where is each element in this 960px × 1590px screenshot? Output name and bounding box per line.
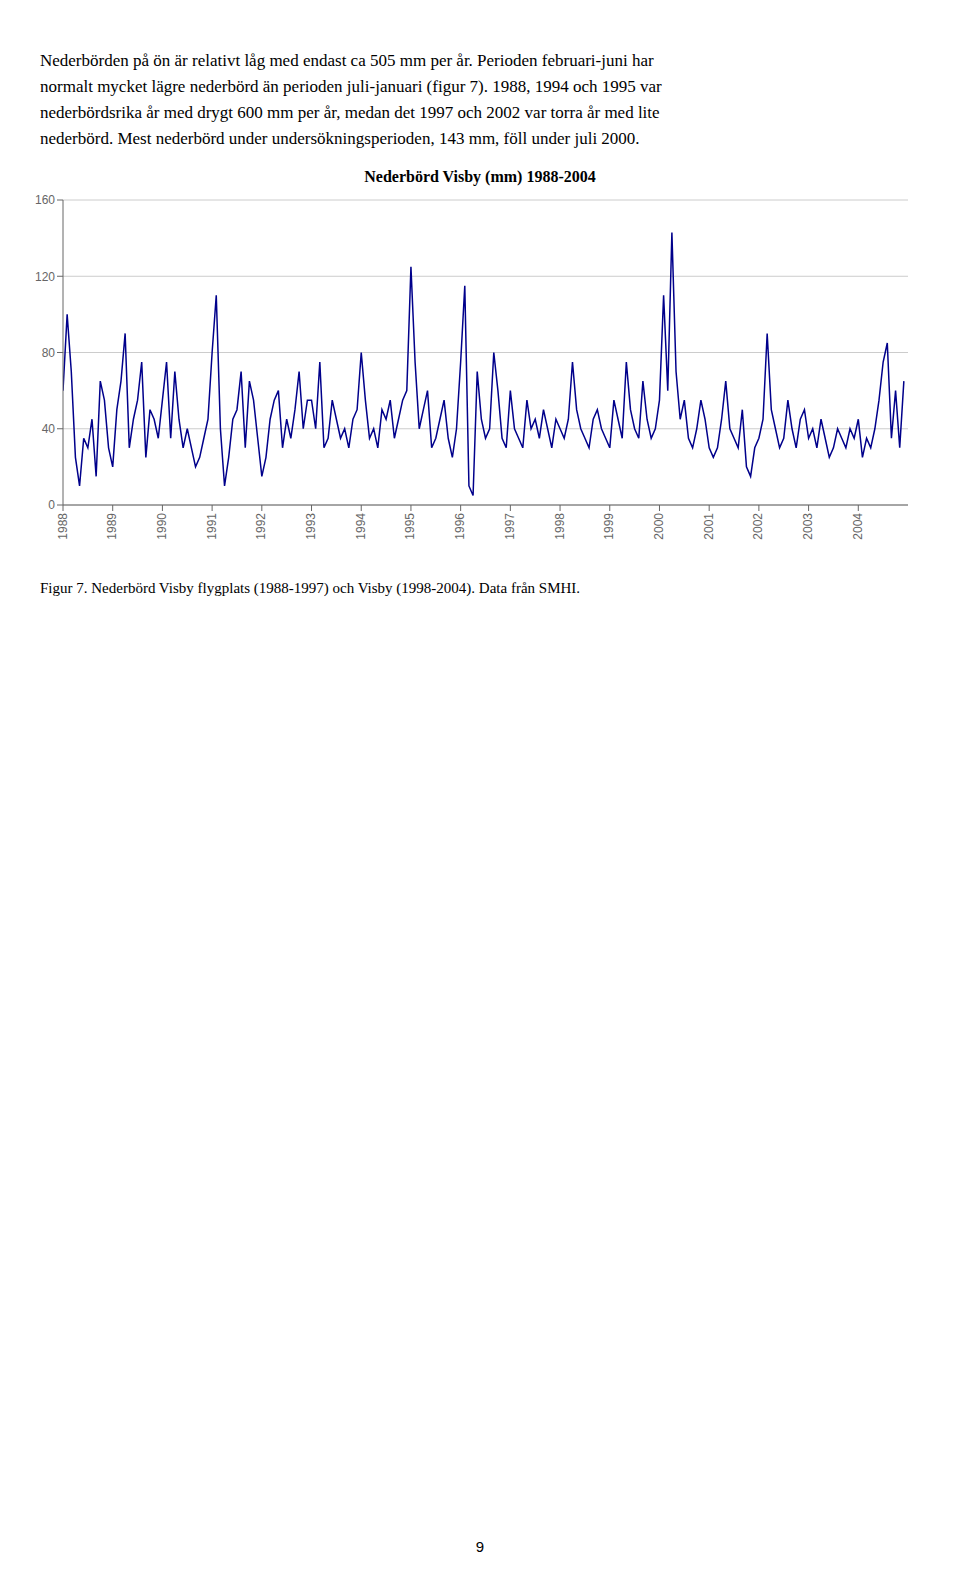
svg-text:2000: 2000 bbox=[652, 513, 666, 540]
svg-text:1999: 1999 bbox=[602, 513, 616, 540]
svg-text:2002: 2002 bbox=[751, 513, 765, 540]
svg-text:80: 80 bbox=[42, 346, 56, 360]
svg-text:120: 120 bbox=[35, 270, 55, 284]
svg-text:1990: 1990 bbox=[155, 513, 169, 540]
svg-text:2001: 2001 bbox=[702, 513, 716, 540]
svg-text:2003: 2003 bbox=[801, 513, 815, 540]
svg-text:1993: 1993 bbox=[304, 513, 318, 540]
html-text:nederbördsrika år med drygt 60: nederbördsrika år med drygt 600 mm per å… bbox=[40, 103, 660, 122]
svg-text:1995: 1995 bbox=[403, 513, 417, 540]
svg-text:1988: 1988 bbox=[56, 513, 70, 540]
html-text:Nederbörden på ön är relativt: Nederbörden på ön är relativt låg med en… bbox=[40, 51, 654, 70]
svg-text:40: 40 bbox=[42, 422, 56, 436]
svg-text:2004: 2004 bbox=[851, 513, 865, 540]
svg-text:1996: 1996 bbox=[453, 513, 467, 540]
html-text:9: 9 bbox=[475, 1538, 485, 1555]
html-text:Nederbörd Visby (mm) 1988-2004: Nederbörd Visby (mm) 1988-2004 bbox=[364, 168, 596, 185]
svg-text:1997: 1997 bbox=[503, 513, 517, 540]
svg-text:1998: 1998 bbox=[553, 513, 567, 540]
svg-text:160: 160 bbox=[35, 193, 55, 207]
svg-text:1991: 1991 bbox=[205, 513, 219, 540]
html-text:normalt mycket lägre nederbörd: normalt mycket lägre nederbörd än period… bbox=[40, 77, 662, 96]
svg-text:1994: 1994 bbox=[354, 513, 368, 540]
html-text:nederbörd. Mest nederbörd unde: nederbörd. Mest nederbörd under undersök… bbox=[40, 129, 640, 148]
svg-text:1989: 1989 bbox=[105, 513, 119, 540]
svg-text:1992: 1992 bbox=[254, 513, 268, 540]
svg-text:0: 0 bbox=[48, 498, 55, 512]
html-text:Figur 7. Nederbörd Visby flygp: Figur 7. Nederbörd Visby flygplats (1988… bbox=[40, 580, 581, 596]
